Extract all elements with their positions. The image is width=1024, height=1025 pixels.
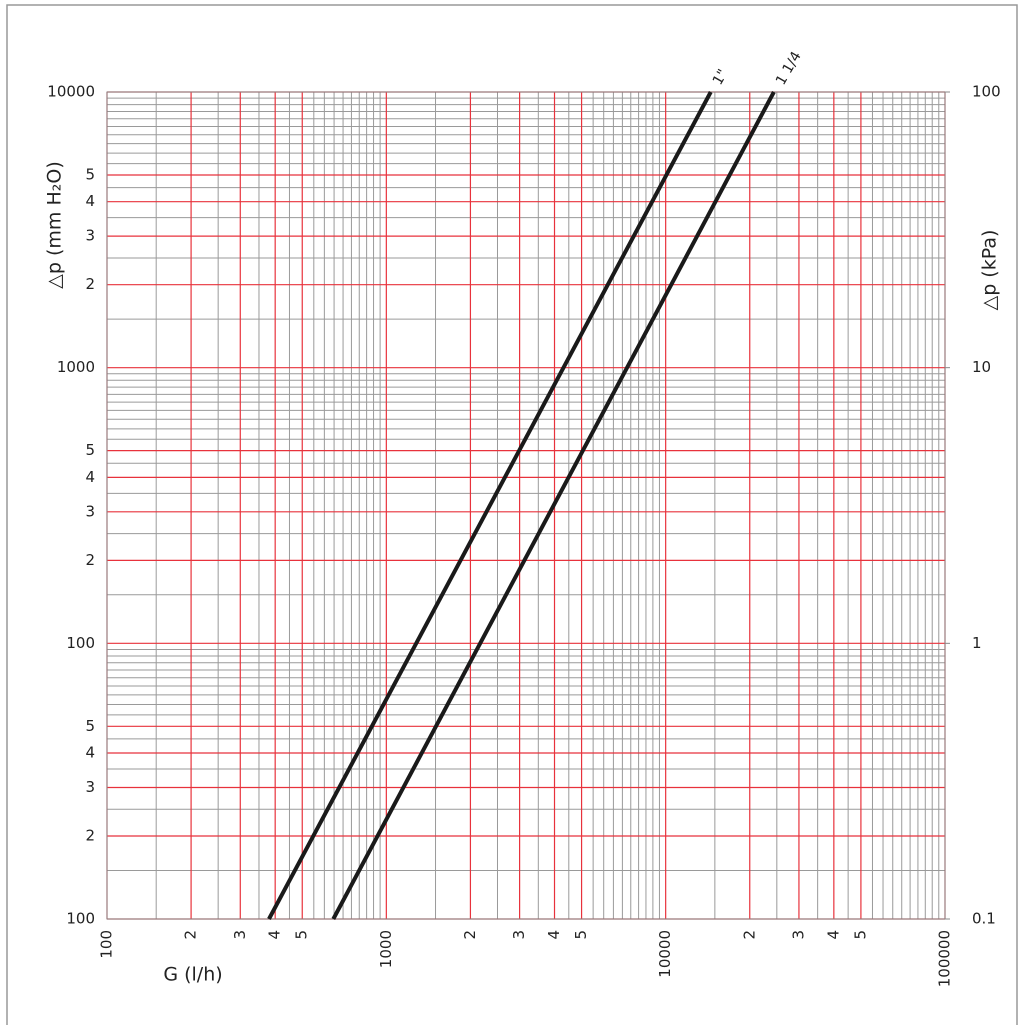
x-tick-label: 4 [545, 930, 563, 940]
y-tick-label: 2 [85, 827, 95, 845]
y2-tick-label: 1 [972, 634, 982, 652]
x-tick-label: 4 [824, 930, 842, 940]
y-tick-label: 4 [85, 744, 95, 762]
y-tick-label: 5 [85, 717, 95, 735]
y2-tick-label: 100 [972, 83, 1001, 101]
x-tick-label: 2 [182, 930, 200, 940]
y-tick-label: 2 [85, 275, 95, 293]
y-tick-label: 1000 [57, 358, 95, 376]
series-line [267, 91, 713, 920]
y-tick-label: 5 [85, 165, 95, 183]
x-axis-title: G (l/h) [163, 964, 222, 986]
x-tick-label: 4 [266, 930, 284, 940]
y-tick-label: 10000 [47, 83, 95, 101]
y-tick-label: 3 [85, 778, 95, 796]
y-tick-label: 5 [85, 441, 95, 459]
y-tick-label: 4 [85, 192, 95, 210]
y-tick-label: 2 [85, 551, 95, 569]
x-tick-label: 100000 [936, 930, 954, 987]
x-tick-label: 100 [98, 930, 116, 959]
x-tick-label: 1000 [377, 930, 395, 968]
x-tick-label: 3 [231, 930, 249, 940]
series-line [331, 91, 776, 920]
y2-axis-title: △p (kPa) [979, 230, 1001, 311]
series-label: 1" [710, 67, 732, 88]
y2-tick-label: 10 [972, 358, 991, 376]
y-tick-label: 3 [85, 502, 95, 520]
y-tick-label: 100 [66, 634, 95, 652]
x-tick-label: 2 [740, 930, 758, 940]
x-tick-label: 3 [789, 930, 807, 940]
y-tick-label: 100 [66, 910, 95, 928]
x-tick-label: 3 [510, 930, 528, 940]
frame [6, 4, 1018, 1025]
y-tick-label: 3 [85, 227, 95, 245]
x-tick-label: 2 [461, 930, 479, 940]
y-axis-title: △p (mm H₂O) [44, 161, 66, 288]
x-tick-label: 10000 [656, 930, 674, 978]
x-tick-label: 5 [293, 930, 311, 940]
x-tick-label: 5 [572, 930, 590, 940]
x-tick-label: 5 [851, 930, 869, 940]
y-tick-label: 4 [85, 468, 95, 486]
series-label: 1 1/4 [773, 49, 805, 88]
plot-border [106, 91, 946, 920]
y2-tick-label: 0.1 [972, 910, 996, 928]
